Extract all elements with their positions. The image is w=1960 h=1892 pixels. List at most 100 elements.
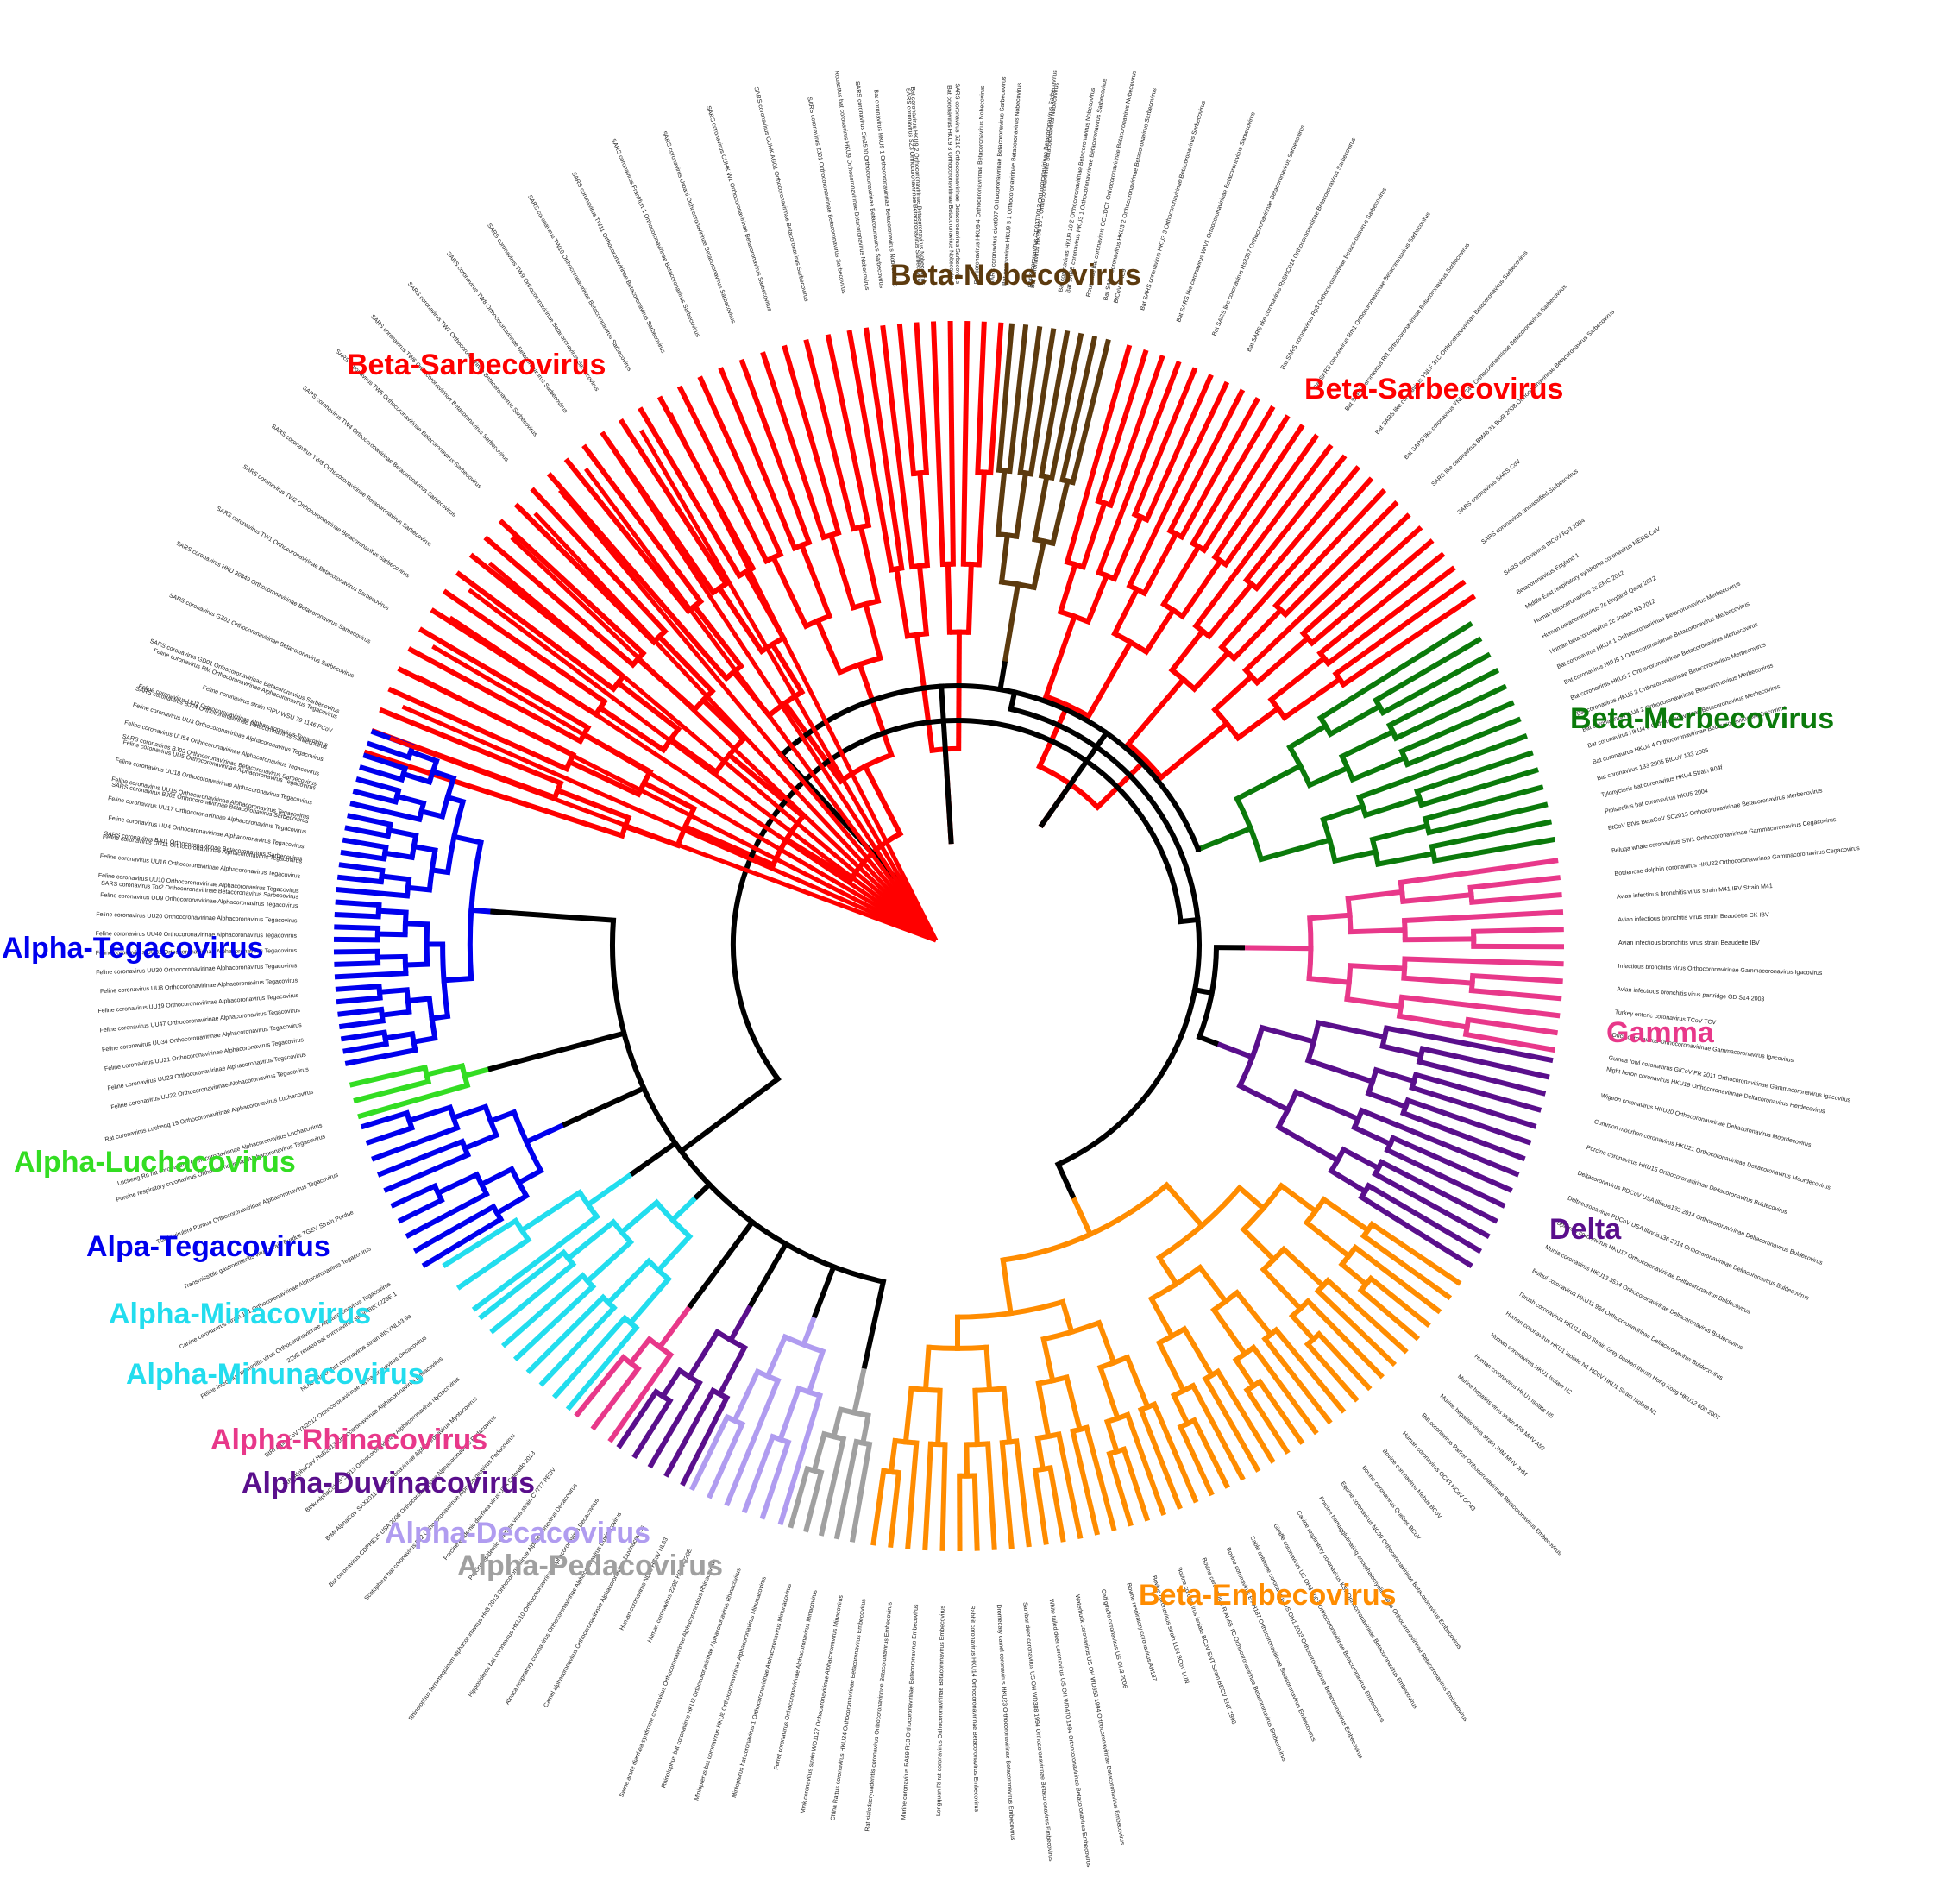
minunacovirus-clade-branch bbox=[669, 1192, 701, 1224]
sarbecovirus-ray bbox=[401, 704, 938, 943]
embecovirus-clade-tip bbox=[1351, 1243, 1442, 1315]
tegacovirus-bottom-clade-branch bbox=[434, 1171, 481, 1197]
pedacovirus-clade-tip bbox=[803, 1469, 825, 1533]
duvinacovirus-clade-tip bbox=[663, 1386, 717, 1478]
delta-clade-tip bbox=[1399, 1109, 1526, 1162]
gamma-clade-branch bbox=[1345, 889, 1405, 902]
sarbecovirus-mid-clade-branch bbox=[914, 632, 935, 754]
leaf-label: Miniopterus bat coronavirus 1 Orthocoron… bbox=[732, 1583, 793, 1799]
sarbecovirus-right-clade-branch bbox=[1057, 561, 1079, 615]
embecovirus-clade-branch bbox=[1320, 1196, 1372, 1235]
sarbecovirus-left-clade-branch bbox=[656, 632, 716, 695]
sarbecovirus-left-clade-tip bbox=[418, 626, 592, 732]
delta-clade-tip bbox=[1383, 1025, 1554, 1064]
pedacovirus-clade-branch bbox=[830, 1406, 845, 1440]
clade-label-alpha-tegacovirus-bottom: Alpa-Tegacovirus bbox=[86, 1230, 330, 1263]
embecovirus-clade-branch bbox=[1096, 1319, 1118, 1367]
duvinacovirus-clade-branch bbox=[659, 1367, 684, 1400]
sarbecovirus-mid-clade-tip bbox=[863, 327, 905, 571]
sarbecovirus-right-clade-tip bbox=[1222, 433, 1320, 569]
leaf-label: Middle East respiratory syndrome coronav… bbox=[1524, 526, 1662, 611]
backbone-branch bbox=[677, 1075, 782, 1155]
duvinacovirus-clade-branch bbox=[686, 1328, 721, 1381]
leaf-label: Bat SARS coronavirus Rp3 Orthocoronaviri… bbox=[1280, 186, 1388, 371]
sarbecovirus-right-clade-branch bbox=[1093, 756, 1150, 811]
backbone-branch bbox=[629, 1139, 679, 1177]
embecovirus-clade-tip bbox=[1137, 1406, 1183, 1510]
embecovirus-clade-tip bbox=[1314, 1287, 1398, 1367]
sarbecovirus-right-clade-branch bbox=[1142, 607, 1178, 656]
minacovirus-clade-branch bbox=[518, 1188, 584, 1235]
tegacovirus-top-clade-tip bbox=[349, 801, 423, 823]
leaf-label: Rabbit coronavirus HKU14 Orthocoronaviri… bbox=[969, 1606, 979, 1813]
leaf-label: Bat SARS like coronavirus Rs3367 Orthoco… bbox=[1211, 123, 1306, 336]
leaf-label: Human coronavirus OC43 HCoV OC43 bbox=[1401, 1430, 1476, 1512]
tegacovirus-top-clade-branch bbox=[402, 921, 430, 927]
tegacovirus-bottom-clade-tip bbox=[377, 1138, 466, 1178]
nobecovirus-clade-branch bbox=[998, 531, 1011, 585]
sarbecovirus-mid-clade-tip bbox=[846, 330, 895, 573]
nobecovirus-clade-branch bbox=[1013, 470, 1029, 540]
sarbecovirus-ray bbox=[557, 488, 938, 942]
sarbecovirus-left-clade-tip bbox=[379, 707, 564, 787]
sarbecovirus-left-clade-branch bbox=[770, 554, 810, 630]
sarbecovirus-left-clade-tip bbox=[513, 502, 658, 646]
sarbecovirus-mid-clade-tip bbox=[914, 322, 930, 475]
embecovirus-clade-branch bbox=[1096, 1364, 1121, 1422]
merbecovirus-clade-tip bbox=[1414, 750, 1534, 795]
delta-clade-branch bbox=[1328, 1167, 1369, 1196]
leaf-label: Infectious bronchitis virus Orthocoronav… bbox=[1618, 964, 1823, 977]
sarbecovirus-left-clade-branch bbox=[715, 584, 766, 656]
gamma-clade-branch bbox=[1239, 945, 1314, 952]
decacovirus-clade-branch bbox=[800, 1311, 819, 1348]
embecovirus-clade-tip bbox=[1189, 1382, 1246, 1481]
duvinacovirus-clade-tip bbox=[631, 1397, 674, 1460]
leaf-label: Miniopterus bat coronavirus HKU8 Orthoco… bbox=[694, 1575, 768, 1801]
tegacovirus-bottom-clade-branch bbox=[405, 1103, 454, 1124]
sarbecovirus-mid-clade-tip bbox=[975, 321, 987, 475]
sarbecovirus-left-clade-branch bbox=[690, 602, 745, 670]
leaf-label: Rat coronavirus Parker Orthocoronavirina… bbox=[1420, 1412, 1562, 1557]
embecovirus-clade-tip bbox=[1177, 1423, 1215, 1497]
sarbecovirus-left-clade-tip bbox=[803, 338, 857, 532]
leaf-label: Bat coronavirus HKU5 2 Orthocoronavirina… bbox=[1570, 621, 1760, 701]
tegacovirus-bottom-clade-tip bbox=[421, 1216, 505, 1268]
tegacovirus-top-clade-tip bbox=[352, 789, 399, 806]
embecovirus-clade-tip bbox=[1360, 1232, 1453, 1301]
tegacovirus-bottom-clade-branch bbox=[523, 1121, 569, 1146]
sarbecovirus-right-clade-branch bbox=[1084, 572, 1110, 625]
embecovirus-clade-branch bbox=[1233, 1289, 1275, 1339]
sarbecovirus-left-clade-branch bbox=[769, 640, 806, 696]
decacovirus-clade-branch bbox=[731, 1367, 762, 1424]
delta-clade-branch bbox=[1379, 1042, 1424, 1059]
leaf-label: Avian infectious bronchitis virus strain… bbox=[1618, 912, 1769, 923]
leaf-label: Longquan Rl rat coronavirus Orthocoronav… bbox=[936, 1605, 946, 1816]
gamma-clade-branch bbox=[1306, 975, 1353, 985]
pedacovirus-clade-tip bbox=[788, 1465, 811, 1529]
embecovirus-clade-tip bbox=[1124, 1411, 1167, 1517]
clade-label-delta: Delta bbox=[1549, 1213, 1622, 1246]
sarbecovirus-left-clade-tip bbox=[760, 351, 827, 541]
embecovirus-clade-branch bbox=[1260, 1266, 1304, 1313]
embecovirus-clade-tip bbox=[1202, 1375, 1261, 1473]
nobecovirus-clade-tip bbox=[1048, 332, 1084, 481]
sarbecovirus-left-clade-tip bbox=[483, 535, 637, 669]
sarbecovirus-mid-clade-branch bbox=[893, 565, 911, 639]
duvinacovirus-clade-tip bbox=[647, 1379, 703, 1469]
embecovirus-clade-branch bbox=[1147, 1295, 1176, 1340]
delta-clade-branch bbox=[1236, 1082, 1291, 1114]
merbecovirus-clade-tip bbox=[1379, 651, 1492, 717]
leaf-label: Bat coronavirus HKU9 4 Orthocoronavirina… bbox=[974, 85, 986, 285]
pedacovirus-clade-tip bbox=[849, 1441, 873, 1543]
sarbecovirus-right-clade-tip bbox=[1332, 579, 1467, 678]
leaf-label: Bat coronavirus HKU9 3 Orthocoronavirina… bbox=[945, 85, 954, 285]
tegacovirus-bottom-clade-tip bbox=[383, 1151, 472, 1193]
pedacovirus-clade-branch bbox=[859, 1412, 871, 1447]
backbone-branch bbox=[687, 1218, 757, 1310]
nobecovirus-clade-branch bbox=[995, 468, 1008, 537]
sarbecovirus-right-clade-branch bbox=[1042, 613, 1078, 701]
embecovirus-clade-tip bbox=[1106, 1450, 1134, 1527]
sarbecovirus-mid-clade-branch bbox=[976, 469, 987, 568]
leaf-label: SARS coronavirus TW6 Orthocoronavirinae … bbox=[369, 314, 510, 464]
minunacovirus-clade-branch bbox=[583, 1238, 635, 1285]
